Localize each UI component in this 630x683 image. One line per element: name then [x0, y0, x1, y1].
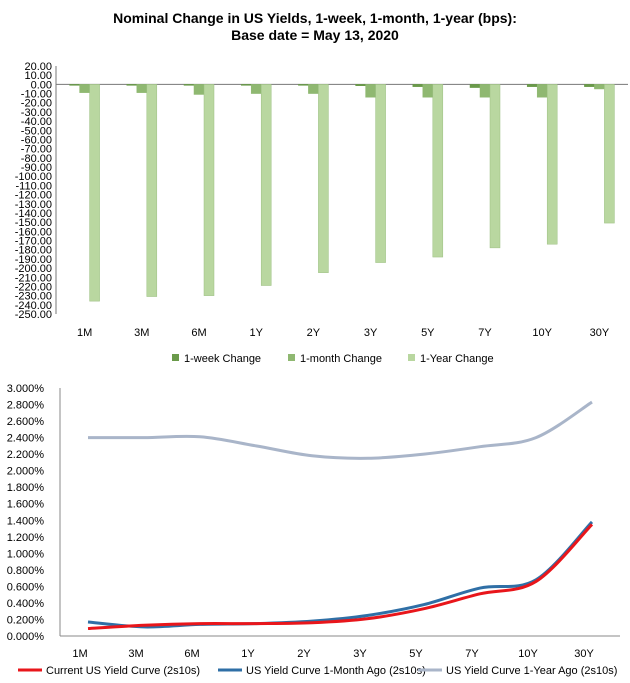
y-tick-label: 0.800% [7, 565, 45, 577]
series-line-1 [87, 523, 594, 631]
legend-label: 1-Year Change [420, 353, 494, 365]
legend-swatch [172, 354, 179, 361]
bar-3 [146, 84, 158, 297]
y-tick-label: -120.00 [15, 190, 52, 202]
x-tick-label: 1Y [241, 648, 255, 660]
bar-chart: 20.0010.000.00-10.00-20.00-30.00-40.00-5… [15, 61, 628, 365]
y-tick-label: -240.00 [15, 300, 52, 312]
series-line-3 [87, 400, 593, 460]
x-tick-label: 3M [128, 648, 143, 660]
y-tick-label: -100.00 [15, 171, 52, 183]
legend-swatch [408, 354, 415, 361]
y-tick-label: 0.600% [7, 581, 45, 593]
x-tick-label: 3Y [353, 648, 367, 660]
x-tick-label: 10Y [518, 648, 538, 660]
y-tick-label: -220.00 [15, 281, 52, 293]
bar-3 [89, 84, 100, 302]
x-tick-label: 2Y [297, 648, 311, 660]
y-tick-label: 1.000% [7, 548, 45, 560]
y-tick-label: -200.00 [15, 263, 52, 275]
y-tick-label: 2.200% [7, 449, 45, 461]
chart-title: Nominal Change in US Yields, 1-week, 1-m… [113, 10, 517, 26]
y-tick-label: -20.00 [21, 98, 52, 110]
bar-3 [432, 84, 444, 258]
y-tick-label: -10.00 [21, 89, 52, 101]
x-tick-label: 3Y [364, 327, 378, 339]
y-tick-label: -70.00 [21, 144, 52, 156]
y-tick-label: 1.600% [7, 499, 45, 511]
y-tick-label: -210.00 [15, 272, 52, 284]
y-tick-label: -190.00 [15, 254, 52, 266]
y-tick-label: -160.00 [15, 226, 52, 238]
y-tick-label: -90.00 [21, 162, 52, 174]
y-tick-label: -170.00 [15, 236, 52, 248]
x-tick-label: 10Y [532, 327, 552, 339]
bar-3 [260, 84, 272, 286]
bar-3 [203, 84, 215, 296]
y-tick-label: -110.00 [16, 180, 53, 192]
legend-label: Current US Yield Curve (2s10s) [46, 665, 200, 677]
x-tick-label: 7Y [465, 648, 479, 660]
bar-3 [318, 84, 329, 273]
y-tick-label: 10.00 [24, 70, 52, 82]
y-tick-label: 0.00 [31, 79, 52, 91]
x-tick-label: 3M [134, 327, 149, 339]
y-tick-label: -230.00 [15, 291, 52, 303]
legend-label: US Yield Curve 1-Month Ago (2s10s) [246, 665, 426, 677]
y-tick-label: 1.200% [7, 532, 45, 544]
y-tick-label: -130.00 [15, 199, 52, 211]
x-tick-label: 6M [184, 648, 199, 660]
y-tick-label: 2.000% [7, 466, 45, 478]
bar-3 [375, 84, 386, 263]
bar-3 [546, 84, 558, 245]
y-tick-label: -250.00 [15, 309, 52, 321]
series-line-2 [87, 520, 594, 629]
y-tick-label: -180.00 [15, 245, 52, 257]
y-tick-label: 20.00 [24, 61, 52, 73]
y-tick-label: -150.00 [15, 217, 52, 229]
x-tick-label: 5Y [409, 648, 423, 660]
y-tick-label: 1.400% [7, 515, 45, 527]
y-tick-label: 0.000% [7, 631, 45, 643]
y-tick-label: 0.200% [7, 614, 45, 626]
y-tick-label: 3.000% [7, 383, 45, 395]
y-tick-label: -50.00 [21, 125, 52, 137]
x-tick-label: 1M [77, 327, 92, 339]
bar-3 [604, 84, 615, 224]
y-tick-label: -140.00 [15, 208, 52, 220]
y-tick-label: -60.00 [21, 134, 52, 146]
x-tick-label: 7Y [478, 327, 492, 339]
y-tick-label: 1.800% [7, 482, 45, 494]
legend-label: 1-week Change [184, 353, 261, 365]
y-tick-label: 2.800% [7, 400, 45, 412]
y-tick-label: 2.400% [7, 433, 45, 445]
x-tick-label: 2Y [307, 327, 321, 339]
x-tick-label: 30Y [590, 327, 610, 339]
x-tick-label: 1Y [249, 327, 263, 339]
y-tick-label: 2.600% [7, 416, 45, 428]
x-tick-label: 5Y [421, 327, 435, 339]
y-tick-label: -80.00 [21, 153, 52, 165]
x-tick-label: 30Y [574, 648, 594, 660]
legend-label: 1-month Change [300, 353, 382, 365]
y-tick-label: 0.400% [7, 598, 45, 610]
y-tick-label: -30.00 [21, 107, 52, 119]
legend-swatch [288, 354, 295, 361]
x-tick-label: 1M [72, 648, 87, 660]
bar-3 [489, 84, 501, 249]
chart-subtitle: Base date = May 13, 2020 [231, 27, 399, 43]
legend-label: US Yield Curve 1-Year Ago (2s10s) [446, 665, 617, 677]
y-tick-label: -40.00 [21, 116, 52, 128]
x-tick-label: 6M [191, 327, 206, 339]
